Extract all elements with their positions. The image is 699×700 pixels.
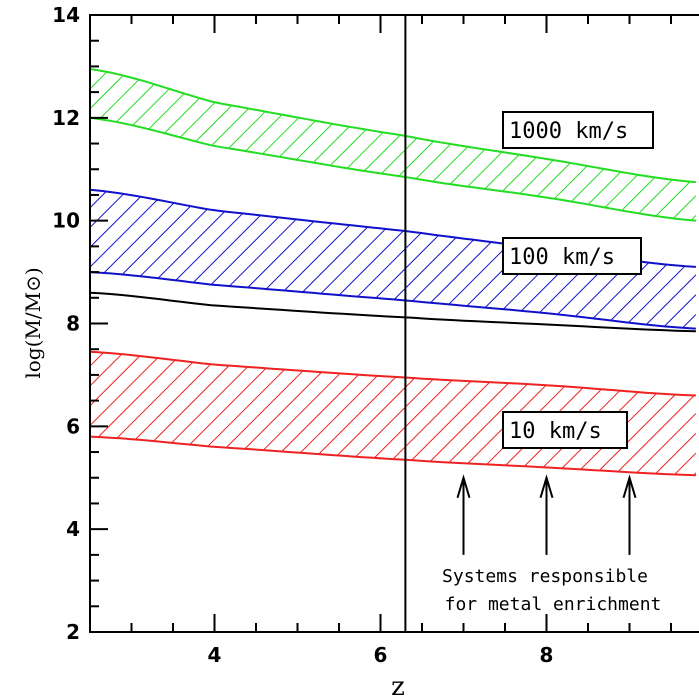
y-tick-label: 2 [66,620,80,644]
annotation-line-2: for metal enrichment [445,594,662,615]
svg-text:10 km/s: 10 km/s [509,419,602,444]
band-lower-1000-km-s [90,116,696,222]
band-label-100-km-s: 100 km/s [502,237,642,275]
svg-text:1000 km/s: 1000 km/s [509,119,628,144]
band-upper-10-km-s [90,350,696,397]
band-labels: 1000 km/s 100 km/s 10 km/s [502,111,654,449]
x-tick-label: 6 [374,643,388,667]
band-lower-10-km-s [90,435,696,477]
tick-labels: 4 6 8 2 4 6 8 10 12 14 [52,3,553,667]
y-axis-title: log(M/M⊙) [21,267,45,378]
black-curve [90,291,696,333]
band-label-10-km-s: 10 km/s [502,411,628,449]
band-lower-100-km-s [90,271,696,330]
y-tick-label: 8 [66,312,80,336]
y-tick-label: 10 [52,209,80,233]
y-tick-label: 6 [66,414,80,438]
x-tick-label: 4 [208,643,222,667]
arrow-1 [456,474,471,555]
axis-ticks [89,14,672,633]
band-label-1000-km-s: 1000 km/s [502,111,654,149]
curves [90,15,696,632]
annotation: Systems responsible for metal enrichment [442,566,661,615]
arrow-2 [539,474,554,555]
x-axis-title: z [391,672,405,700]
band-fill-1000-km-s [90,69,696,221]
y-tick-label: 4 [66,517,80,541]
y-tick-label: 12 [52,106,80,130]
arrows [456,474,637,555]
annotation-line-1: Systems responsible [442,566,648,587]
band-fill-100-km-s [90,189,696,329]
band-upper-1000-km-s [90,68,696,184]
svg-text:100 km/s: 100 km/s [509,245,615,270]
x-tick-label: 8 [540,643,554,667]
y-tick-label: 14 [52,3,80,27]
arrow-3 [622,474,637,555]
